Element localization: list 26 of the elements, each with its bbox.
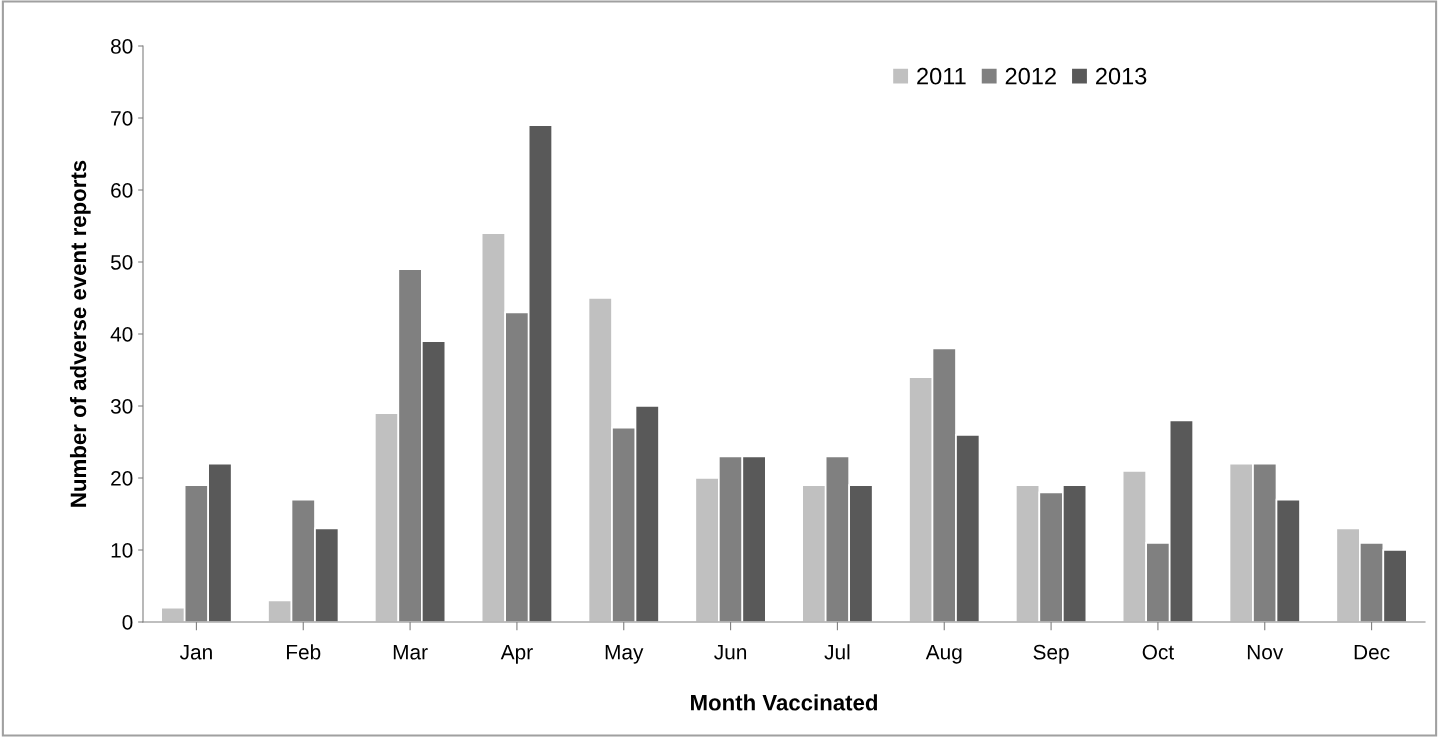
x-tick-label: Dec <box>1354 644 1390 660</box>
x-tick-label: Jul <box>824 644 850 660</box>
y-tick-label: 10 <box>111 543 133 558</box>
x-tick-label: Aug <box>925 644 962 664</box>
x-tick-label: Jun <box>714 644 747 660</box>
y-tick-label: 20 <box>111 471 133 486</box>
legend-label: 2013 <box>1096 67 1147 85</box>
y-tick-label: 30 <box>110 399 133 414</box>
x-tick-label: Sep <box>1033 644 1069 664</box>
x-tick-label: Oct <box>1142 644 1174 660</box>
y-tick-label: 70 <box>111 111 133 126</box>
x-tick-label: Feb <box>287 644 321 660</box>
x-axis-title: Month Vaccinated <box>691 694 878 711</box>
y-tick-label: 60 <box>111 183 133 198</box>
y-axis-title: Number of adverse event reports <box>69 160 91 507</box>
y-tick-label: 0 <box>122 615 133 630</box>
x-tick-label: Jan <box>179 644 212 660</box>
x-tick-label: Nov <box>1247 644 1284 660</box>
y-tick-label: 80 <box>111 39 133 54</box>
y-tick-label: 40 <box>110 327 133 342</box>
y-tick-label: 50 <box>110 255 133 270</box>
x-tick-label: May <box>605 644 644 664</box>
x-tick-label: Mar <box>393 644 428 660</box>
legend-label: 2011 <box>917 67 966 85</box>
legend-label: 2012 <box>1005 67 1056 85</box>
x-tick-label: Apr <box>500 644 533 664</box>
